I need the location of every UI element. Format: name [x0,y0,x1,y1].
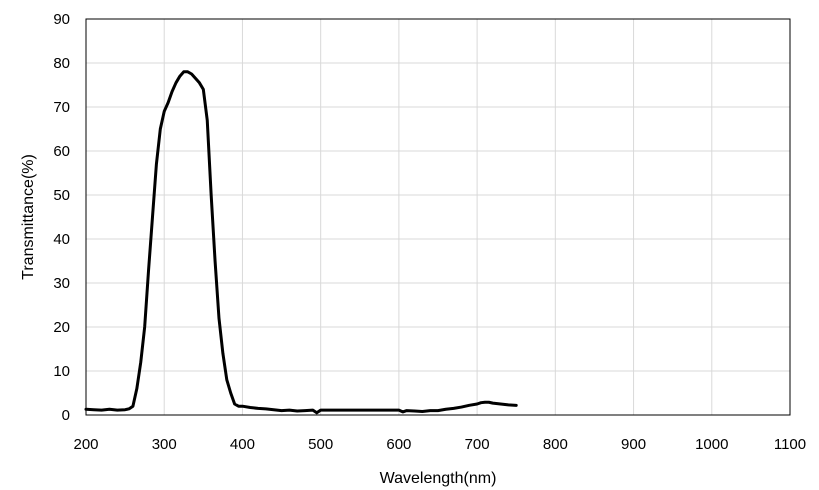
y-tick-label: 70 [53,99,70,116]
x-tick-label: 400 [230,436,255,453]
x-tick-label: 200 [73,436,98,453]
y-tick-label: 20 [53,319,70,336]
y-tick-label: 30 [53,275,70,292]
x-tick-label: 800 [543,436,568,453]
y-axis-title: Transmittance(%) [20,154,37,280]
gridlines [86,19,790,415]
x-tick-label: 900 [621,436,646,453]
y-tick-label: 40 [53,231,70,248]
x-tick-label: 500 [308,436,333,453]
transmittance-series-line [84,70,518,415]
y-tick-label: 90 [53,11,70,28]
y-tick-label: 0 [62,407,70,424]
y-tick-label: 50 [53,187,70,204]
y-tick-label: 60 [53,143,70,160]
x-tick-labels: 200 300 400 500 600 700 800 900 1000 1100 [73,436,806,453]
x-tick-label: 1100 [774,436,806,453]
x-axis-title: Wavelength(nm) [380,470,497,487]
plot-frame [85,18,791,416]
x-tick-label: 1000 [695,436,728,453]
x-tick-label: 600 [386,436,411,453]
x-tick-label: 700 [465,436,490,453]
y-tick-label: 80 [53,55,70,72]
x-tick-label: 300 [152,436,177,453]
y-tick-labels: 0 10 20 30 40 50 60 70 80 90 [53,11,70,424]
y-tick-label: 10 [53,363,70,380]
